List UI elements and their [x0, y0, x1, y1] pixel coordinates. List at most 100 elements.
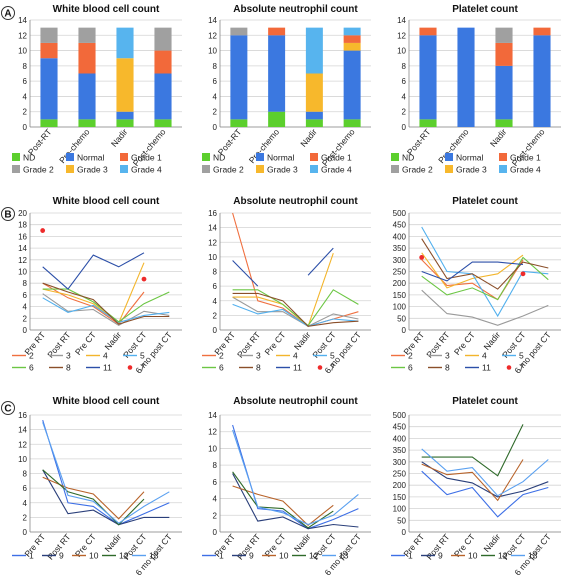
y-tick-label: 350: [393, 244, 407, 253]
bar-segment: [78, 119, 96, 127]
legend-item: 8: [239, 363, 261, 373]
legend-item: Normal: [445, 153, 484, 163]
series-line: [232, 292, 359, 327]
panel-label-circle: [1, 6, 15, 20]
legend-label: 4: [103, 351, 108, 361]
legend-label: 10: [468, 551, 478, 561]
y-tick-label: 20: [18, 209, 27, 218]
y-tick-label: 500: [393, 411, 407, 420]
chart-title: White blood cell count: [53, 196, 160, 207]
legend-label: 1: [219, 551, 224, 561]
legend-marker: [506, 365, 512, 370]
chart-panel-6: Platelet count05010015020025030035040045…: [391, 196, 561, 375]
legend-label: 2: [29, 351, 34, 361]
bar-segment: [154, 73, 172, 120]
legend-swatch: [66, 165, 74, 173]
y-tick-label: 50: [397, 516, 406, 525]
legend-label: 12: [119, 551, 129, 561]
y-tick-label: 10: [18, 268, 27, 277]
legend-item: 1: [12, 551, 34, 561]
panel-label-text: C: [4, 404, 11, 415]
legend-swatch: [391, 153, 399, 161]
y-tick-label: 16: [208, 209, 217, 218]
legend-item: Grade 1: [499, 153, 541, 163]
bar-segment: [78, 73, 96, 120]
chart-title: Platelet count: [452, 396, 518, 407]
series-line: [42, 469, 145, 526]
y-tick-label: 12: [18, 440, 27, 449]
legend-item: 10: [451, 551, 478, 561]
legend-item: 5: [502, 351, 524, 361]
legend-swatch: [256, 165, 264, 173]
chart-title: Absolute neutrophil count: [233, 196, 358, 207]
legend-item: 8: [49, 363, 71, 373]
legend-label: 13: [339, 551, 349, 561]
series-line: [421, 252, 524, 289]
y-tick-label: 8: [213, 268, 218, 277]
legend-label: Grade 1: [510, 153, 541, 163]
series-line: [421, 424, 524, 477]
legend-swatch: [12, 153, 20, 161]
legend-swatch: [12, 165, 20, 173]
legend-item: Grade 3: [66, 165, 108, 175]
y-tick-label: 10: [397, 47, 406, 56]
series-line: [421, 461, 549, 498]
chart-panel-5: Absolute neutrophil count 0 2 4 6 8 10 12 14 16 Pr…: [202, 196, 371, 375]
chart-panel-9: Platelet count 0 50 100 150 200 250 300 350 400 45…: [391, 396, 561, 577]
series-line: [421, 470, 549, 518]
x-tick-label: Nadir: [298, 127, 319, 149]
y-tick-label: 16: [18, 232, 27, 241]
y-tick-label: 14: [208, 16, 217, 25]
data-point: [40, 228, 46, 233]
bar-segment: [419, 27, 437, 36]
legend-item: 10: [72, 551, 99, 561]
legend-label: 1: [29, 551, 34, 561]
y-tick-label: 10: [208, 47, 217, 56]
series-line: [42, 262, 145, 324]
legend-label: 12: [309, 551, 319, 561]
legend-marker: [127, 365, 133, 370]
y-tick-label: 6: [213, 282, 218, 291]
legend-label: 3: [66, 351, 71, 361]
legend-item: 7: [317, 363, 335, 373]
legend-item: ND: [12, 153, 35, 163]
y-tick-label: 4: [23, 303, 28, 312]
legend-item: Normal: [256, 153, 295, 163]
panel-label-b: B: [1, 207, 15, 221]
data-point: [520, 271, 526, 277]
data-point: [141, 276, 147, 282]
legend-item: 1: [202, 551, 224, 561]
legend-label: Grade 2: [23, 165, 54, 175]
y-tick-label: 2: [213, 511, 218, 520]
y-tick-label: 500: [393, 209, 407, 218]
legend-item: 13: [322, 551, 349, 561]
y-tick-label: 12: [18, 31, 27, 40]
legend-label: 3: [445, 351, 450, 361]
bar-segment: [116, 58, 134, 112]
legend-label: 12: [498, 551, 508, 561]
legend-label: 2: [219, 351, 224, 361]
legend-label: ND: [213, 153, 225, 163]
legend-label: Grade 3: [77, 165, 108, 175]
y-tick-label: 10: [208, 444, 217, 453]
legend-label: 4: [293, 351, 298, 361]
legend-label: 7: [519, 363, 524, 373]
series-line: [421, 261, 524, 282]
legend-item: 4: [276, 351, 298, 361]
legend-item: ND: [202, 153, 225, 163]
series-line: [42, 252, 145, 290]
legend-label: 5: [140, 351, 145, 361]
y-tick-label: 4: [23, 499, 28, 508]
bar-segment: [457, 27, 475, 128]
x-tick-label: Pre CT: [73, 330, 98, 357]
legend-item: 1: [391, 551, 413, 561]
bar-segment: [40, 119, 58, 127]
legend-item: 11: [465, 363, 491, 373]
legend-swatch: [499, 165, 507, 173]
legend-label: Grade 3: [456, 165, 487, 175]
bar-segment: [495, 119, 513, 127]
bar-segment: [40, 58, 58, 120]
legend-label: 11: [482, 363, 491, 373]
